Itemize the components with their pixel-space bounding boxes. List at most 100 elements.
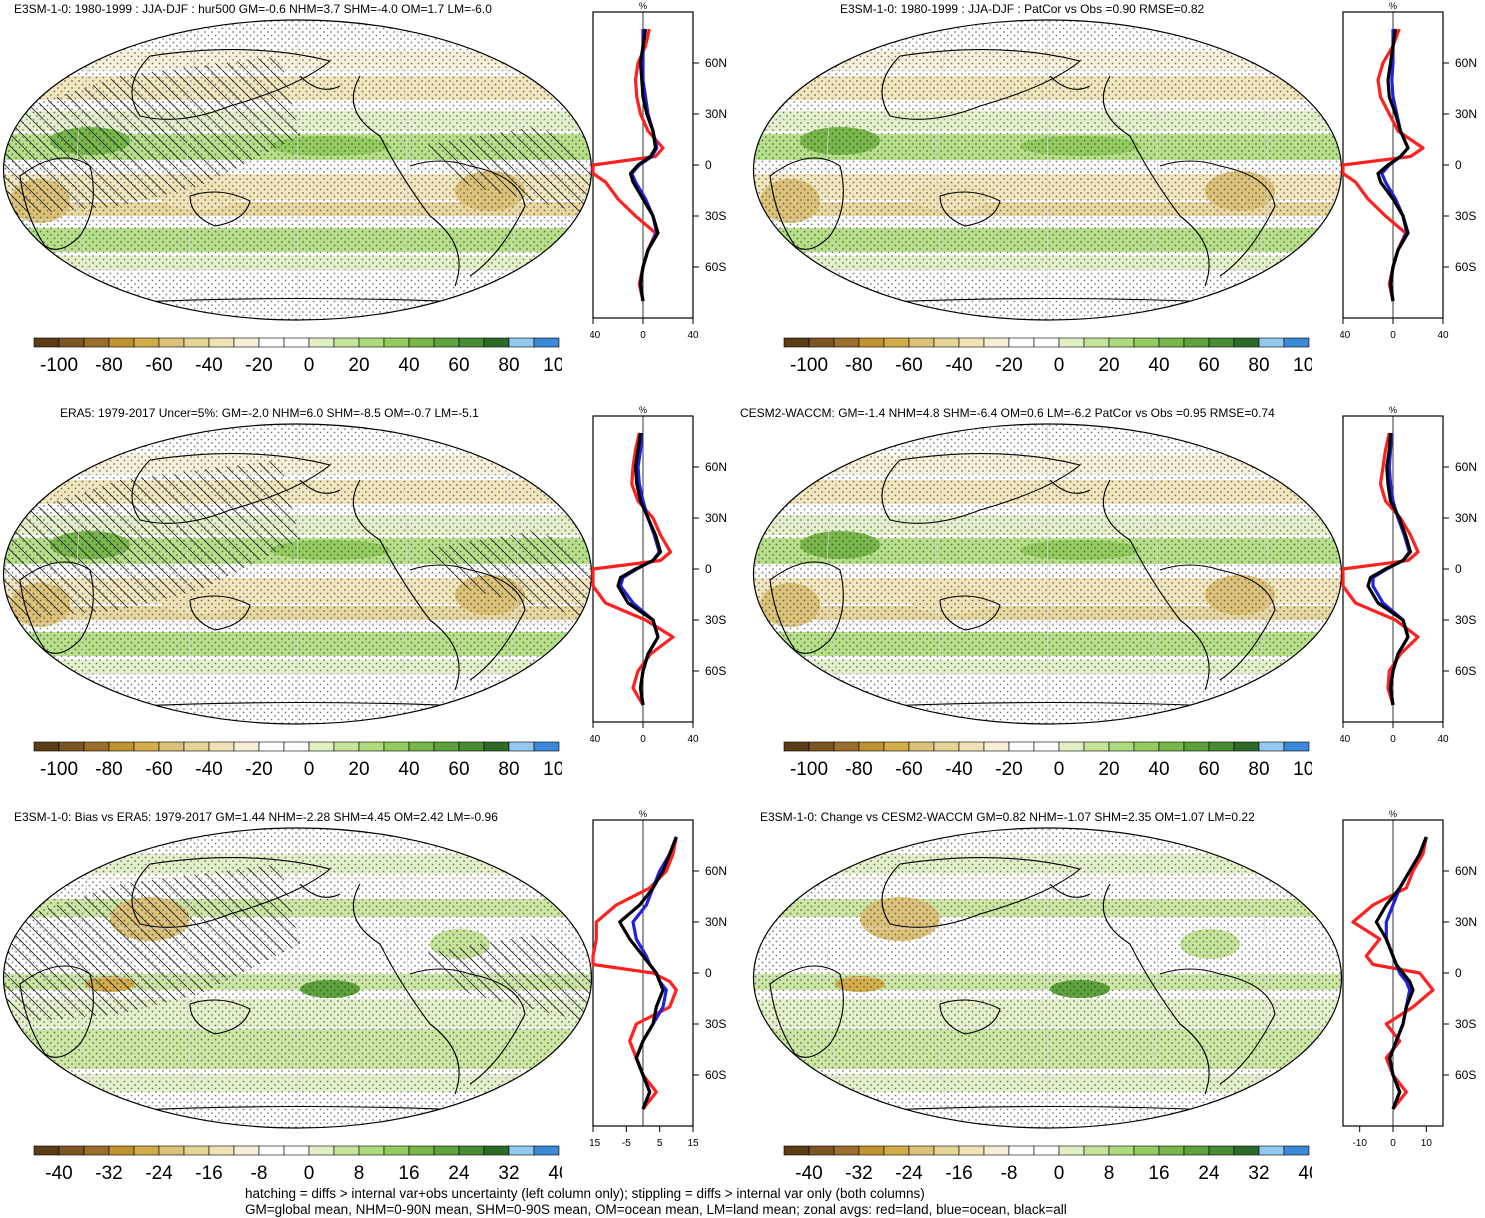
- colorbar-label: 40: [398, 759, 419, 780]
- colorbar-swatch: [208, 741, 235, 752]
- colorbar-swatch: [433, 1145, 460, 1156]
- colorbar-label: 100: [1293, 759, 1312, 780]
- colorbar-swatch: [783, 1145, 810, 1156]
- colorbar-swatch: [333, 741, 360, 752]
- colorbar-swatch: [383, 1145, 410, 1156]
- lat-tick-label: 0: [1455, 158, 1462, 172]
- zonal-x-tick-label: 5: [657, 1138, 663, 1149]
- lat-tick-label: 30N: [705, 107, 727, 121]
- lat-tick-label: 30S: [1455, 209, 1476, 223]
- colorbar-swatch: [83, 337, 110, 348]
- colorbar-swatch: [508, 1145, 535, 1156]
- colorbar-swatch: [1108, 741, 1135, 752]
- colorbar-swatch: [508, 337, 535, 348]
- lat-tick-label: 0: [1455, 562, 1462, 576]
- zonal-x-tick-label: -40: [590, 734, 601, 745]
- colorbar-swatch: [333, 337, 360, 348]
- land-zonal-line: [591, 836, 678, 1110]
- zonal-x-tick-label: -5: [622, 1138, 631, 1149]
- colorbar-swatch: [108, 741, 135, 752]
- colorbar-swatch: [1033, 1145, 1060, 1156]
- land-zonal-line: [591, 28, 665, 302]
- colorbar-swatch: [458, 741, 485, 752]
- lat-tick-label: 60N: [1455, 864, 1477, 878]
- colorbar-swatch: [808, 337, 835, 348]
- colorbar-swatch: [483, 741, 510, 752]
- colorbar-label: -20: [995, 355, 1022, 376]
- colorbar-swatch: [133, 741, 160, 752]
- panel-cesm2-waccm: CESM2-WACCM: GM=-1.4 NHM=4.8 SHM=-6.4 OM…: [740, 404, 1485, 809]
- zonal-x-tick-label: 0: [1390, 330, 1396, 341]
- colorbar-label: 60: [1198, 355, 1219, 376]
- colorbar-label: 0: [1054, 759, 1065, 780]
- colorbar-label: -100: [790, 355, 828, 376]
- lat-tick-label: 30S: [705, 613, 726, 627]
- zonal-mean-plot: % 60N 30N 0 30S 60S -40 0 40: [1340, 1, 1477, 341]
- all-zonal-line: [1374, 836, 1428, 1110]
- world-map: [752, 19, 1343, 321]
- lat-tick-label: 30N: [705, 915, 727, 929]
- colorbar-swatch: [308, 337, 335, 348]
- colorbar-label: -40: [195, 355, 222, 376]
- colorbar-swatch: [133, 1145, 160, 1156]
- colorbar-swatch: [933, 741, 960, 752]
- colorbar-swatch: [1208, 1145, 1235, 1156]
- colorbar-swatch: [258, 337, 285, 348]
- zonal-x-tick-label: 40: [687, 734, 699, 745]
- colorbar-swatch: [183, 741, 210, 752]
- colorbar-label: 20: [348, 759, 369, 780]
- zonal-x-tick-label: 40: [1437, 330, 1449, 341]
- lat-tick-label: 60S: [1455, 664, 1476, 678]
- colorbar-swatch: [1058, 741, 1085, 752]
- colorbar-swatch: [833, 741, 860, 752]
- colorbar-swatch: [1183, 337, 1210, 348]
- colorbar-label: 0: [1054, 1163, 1065, 1184]
- colorbar-swatch: [258, 1145, 285, 1156]
- world-map: [2, 827, 593, 1129]
- colorbar-label: -60: [895, 355, 922, 376]
- colorbar-swatch: [933, 337, 960, 348]
- panel-title: CESM2-WACCM: GM=-1.4 NHM=4.8 SHM=-6.4 OM…: [740, 406, 1275, 420]
- lat-tick-label: 30N: [1455, 107, 1477, 121]
- colorbar-swatch: [233, 741, 260, 752]
- colorbar-label: 0: [304, 759, 315, 780]
- footer-line-1: hatching = diffs > internal var+obs unce…: [245, 1186, 925, 1201]
- colorbar: -100 -80 -60 -40 -20 0 20 40 60 80 100: [33, 337, 562, 376]
- lat-tick-label: 0: [1455, 966, 1462, 980]
- colorbar-swatch: [83, 1145, 110, 1156]
- colorbar-swatch: [1008, 337, 1035, 348]
- colorbar-label: 60: [448, 759, 469, 780]
- colorbar-swatch: [1258, 1145, 1285, 1156]
- lat-tick-label: 0: [705, 966, 712, 980]
- colorbar-swatch: [208, 337, 235, 348]
- zonal-x-tick-label: 40: [1437, 734, 1449, 745]
- land-zonal-line: [591, 432, 675, 706]
- colorbar-label: -60: [895, 759, 922, 780]
- colorbar-swatch: [233, 1145, 260, 1156]
- zonal-mean-plot: % 60N 30N 0 30S 60S -15 -5 5 15: [590, 809, 727, 1149]
- colorbar-swatch: [1208, 741, 1235, 752]
- colorbar-label: -32: [95, 1163, 122, 1184]
- lat-tick-label: 60N: [705, 864, 727, 878]
- colorbar-label: 8: [354, 1163, 365, 1184]
- zonal-mean-plot: % 60N 30N 0 30S 60S -40 0 40: [1340, 405, 1477, 745]
- colorbar-label: 24: [1198, 1163, 1220, 1184]
- colorbar-swatch: [1233, 741, 1260, 752]
- panel-title: E3SM-1-0: Bias vs ERA5: 1979-2017 GM=1.4…: [14, 810, 498, 824]
- colorbar-swatch: [1158, 337, 1185, 348]
- colorbar-swatch: [383, 741, 410, 752]
- colorbar-label: 40: [1148, 355, 1169, 376]
- colorbar-swatch: [33, 741, 60, 752]
- colorbar-swatch: [958, 337, 985, 348]
- colorbar-swatch: [1133, 337, 1160, 348]
- colorbar-swatch: [458, 1145, 485, 1156]
- colorbar-swatch: [1008, 1145, 1035, 1156]
- colorbar-label: -40: [945, 759, 972, 780]
- colorbar-swatch: [808, 1145, 835, 1156]
- world-map: [2, 19, 593, 321]
- colorbar-swatch: [108, 337, 135, 348]
- colorbar-swatch: [783, 337, 810, 348]
- colorbar-label: 0: [304, 355, 315, 376]
- colorbar: -40 -32 -24 -16 -8 0 8 16 24 32 40: [33, 1145, 562, 1184]
- panel-title: E3SM-1-0: Change vs CESM2-WACCM GM=0.82 …: [760, 810, 1255, 824]
